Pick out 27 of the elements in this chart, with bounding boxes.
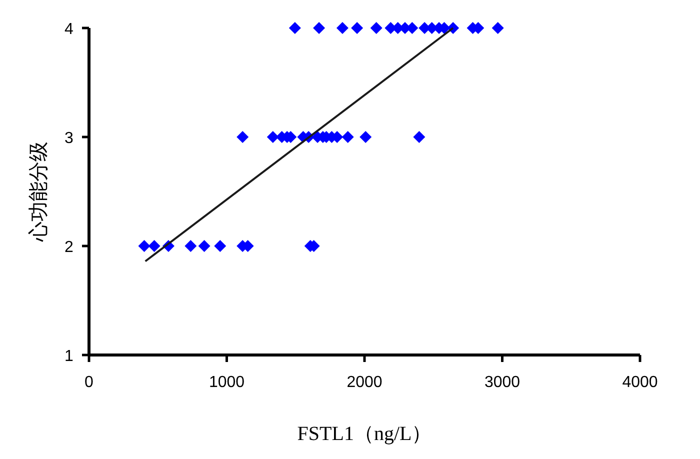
point xyxy=(360,131,372,143)
point xyxy=(492,22,504,34)
point xyxy=(266,131,279,143)
point xyxy=(370,22,382,34)
point xyxy=(288,22,301,34)
point xyxy=(336,22,348,34)
point xyxy=(214,240,226,252)
point xyxy=(236,131,249,143)
point xyxy=(342,131,354,143)
x-tick-label: 1000 xyxy=(208,374,245,391)
point xyxy=(313,22,326,34)
y-tick-label: 1 xyxy=(64,348,74,365)
point xyxy=(351,22,364,34)
point xyxy=(148,240,160,252)
y-tick-label: 2 xyxy=(64,239,74,256)
point xyxy=(184,240,197,252)
y-tick-label: 3 xyxy=(64,130,74,147)
x-tick-label: 2000 xyxy=(346,374,382,391)
point xyxy=(138,240,150,252)
y-tick-label: 4 xyxy=(64,21,74,38)
point xyxy=(413,131,426,143)
x-tick-label: 0 xyxy=(84,374,94,391)
y-axis-title: 心功能分级 xyxy=(28,142,50,242)
x-axis-title: FSTL1（ng/L） xyxy=(297,423,432,445)
point xyxy=(198,240,210,252)
x-tick-label: 4000 xyxy=(622,374,658,391)
x-tick-label: 3000 xyxy=(484,374,520,391)
